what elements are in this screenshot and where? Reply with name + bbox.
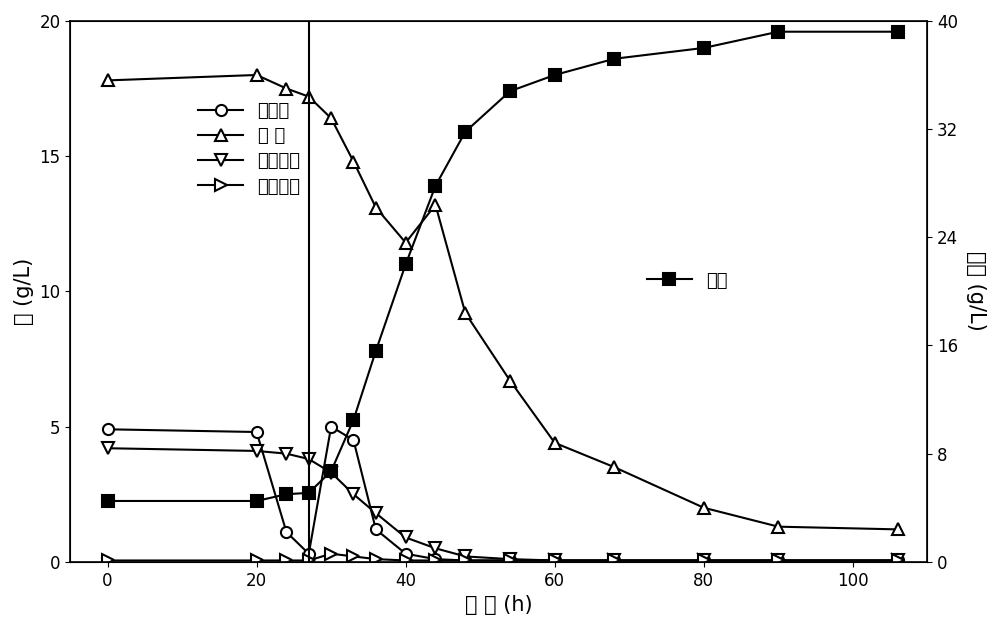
阿拉伯糖 (608, 557, 620, 564)
乳酸 (251, 497, 263, 504)
纤维二糖 (370, 555, 382, 563)
木 糖 (608, 464, 620, 471)
乳酸 (459, 128, 471, 136)
木 糖 (325, 114, 337, 122)
木 糖 (549, 439, 561, 447)
乳酸 (303, 489, 315, 497)
阿拉伯糖 (429, 545, 441, 552)
X-axis label: 时 间 (h): 时 间 (h) (465, 595, 533, 615)
葡萄糖 (608, 557, 620, 564)
纤维二糖 (608, 557, 620, 564)
葡萄糖 (347, 437, 359, 444)
木 糖 (429, 201, 441, 209)
木 糖 (370, 204, 382, 211)
Line: 木 糖: 木 糖 (102, 69, 903, 535)
阿拉伯糖 (347, 491, 359, 498)
葡萄糖 (459, 557, 471, 564)
葡萄糖 (400, 550, 412, 557)
阿拉伯糖 (303, 455, 315, 463)
葡萄糖 (429, 555, 441, 563)
葡萄糖 (325, 423, 337, 430)
乳酸 (698, 44, 710, 52)
纤维二糖 (347, 553, 359, 560)
阿拉伯糖 (698, 557, 710, 564)
纤维二糖 (772, 557, 784, 564)
木 糖 (102, 77, 114, 84)
葡萄糖 (549, 557, 561, 564)
阿拉伯糖 (772, 557, 784, 564)
纤维二糖 (325, 550, 337, 557)
阿拉伯糖 (325, 469, 337, 476)
木 糖 (698, 504, 710, 511)
葡萄糖 (102, 426, 114, 433)
木 糖 (400, 239, 412, 247)
乳酸 (429, 182, 441, 190)
纤维二糖 (303, 557, 315, 564)
纤维二糖 (892, 557, 904, 564)
阿拉伯糖 (102, 445, 114, 452)
阿拉伯糖 (251, 447, 263, 455)
木 糖 (347, 158, 359, 165)
木 糖 (280, 85, 292, 92)
木 糖 (303, 93, 315, 101)
木 糖 (459, 309, 471, 317)
葡萄糖 (251, 428, 263, 436)
乳酸 (400, 260, 412, 268)
乳酸 (325, 467, 337, 475)
纤维二糖 (504, 557, 516, 564)
Line: 乳酸: 乳酸 (102, 26, 903, 506)
Line: 纤维二糖: 纤维二糖 (102, 548, 903, 566)
葡萄糖 (772, 557, 784, 564)
乳酸 (370, 347, 382, 355)
纤维二糖 (698, 557, 710, 564)
纤维二糖 (251, 557, 263, 564)
葡萄糖 (370, 526, 382, 533)
Y-axis label: 糖 (g/L): 糖 (g/L) (14, 258, 34, 325)
阿拉伯糖 (549, 557, 561, 564)
乳酸 (504, 87, 516, 95)
葡萄糖 (698, 557, 710, 564)
乳酸 (772, 28, 784, 35)
纤维二糖 (280, 557, 292, 564)
Legend: 乳酸: 乳酸 (640, 264, 735, 297)
葡萄糖 (892, 557, 904, 564)
阿拉伯糖 (280, 450, 292, 457)
纤维二糖 (549, 557, 561, 564)
Line: 葡萄糖: 葡萄糖 (102, 421, 903, 566)
Line: 阿拉伯糖: 阿拉伯糖 (102, 443, 903, 566)
木 糖 (892, 526, 904, 533)
乳酸 (608, 55, 620, 62)
阿拉伯糖 (400, 534, 412, 542)
乳酸 (892, 28, 904, 35)
葡萄糖 (303, 550, 315, 557)
木 糖 (251, 71, 263, 79)
乳酸 (280, 491, 292, 498)
木 糖 (504, 377, 516, 384)
Legend: 葡萄糖, 木 糖, 阿拉伯糖, 纤维二糖: 葡萄糖, 木 糖, 阿拉伯糖, 纤维二糖 (191, 95, 308, 203)
乳酸 (549, 71, 561, 79)
阿拉伯糖 (892, 557, 904, 564)
木 糖 (772, 523, 784, 530)
葡萄糖 (280, 528, 292, 536)
乳酸 (102, 497, 114, 504)
Y-axis label: 乳酸 (g/L): 乳酸 (g/L) (966, 252, 986, 331)
纤维二糖 (429, 557, 441, 564)
葡萄糖 (504, 557, 516, 564)
纤维二糖 (400, 557, 412, 564)
纤维二糖 (459, 557, 471, 564)
阿拉伯糖 (370, 509, 382, 517)
乳酸 (347, 416, 359, 423)
纤维二糖 (102, 557, 114, 564)
阿拉伯糖 (504, 555, 516, 563)
阿拉伯糖 (459, 553, 471, 560)
